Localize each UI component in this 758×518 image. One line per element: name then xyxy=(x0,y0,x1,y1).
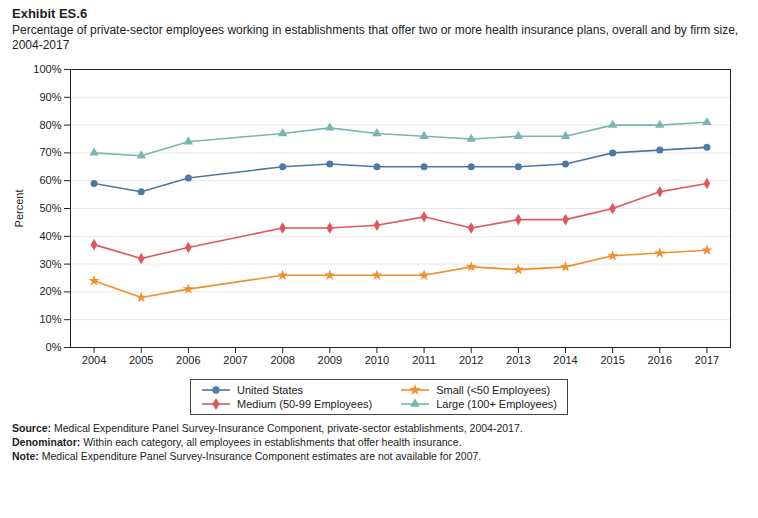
svg-text:40%: 40% xyxy=(39,230,61,242)
svg-text:2015: 2015 xyxy=(600,354,624,366)
svg-text:2012: 2012 xyxy=(459,354,483,366)
svg-text:2016: 2016 xyxy=(648,354,672,366)
svg-text:0%: 0% xyxy=(46,341,62,353)
svg-text:2007: 2007 xyxy=(223,354,247,366)
html-text:Note: Medical Expenditure Pane: Note: Medical Expenditure Panel Survey-I… xyxy=(12,450,482,463)
html-text:Exhibit ES.6: Exhibit ES.6 xyxy=(12,6,88,21)
svg-text:90%: 90% xyxy=(39,91,61,103)
svg-text:20%: 20% xyxy=(39,285,61,297)
html-text:Medium (50-99 Employees): Medium (50-99 Employees) xyxy=(237,398,373,410)
svg-text:2005: 2005 xyxy=(129,354,153,366)
svg-text:50%: 50% xyxy=(39,202,61,214)
html-text:Denominator: Within each categ: Denominator: Within each category, all e… xyxy=(12,436,462,449)
svg-text:2011: 2011 xyxy=(412,354,436,366)
svg-text:100%: 100% xyxy=(33,63,61,75)
html-text:Small (<50 Employees): Small (<50 Employees) xyxy=(436,384,551,396)
svg-text:2009: 2009 xyxy=(318,354,342,366)
svg-text:2014: 2014 xyxy=(553,354,577,366)
svg-text:2010: 2010 xyxy=(365,354,389,366)
svg-text:70%: 70% xyxy=(39,146,61,158)
svg-text:2013: 2013 xyxy=(506,354,530,366)
svg-text:10%: 10% xyxy=(39,313,61,325)
svg-text:Percent: Percent xyxy=(13,190,25,228)
html-text:Percentage of private-sector e: Percentage of private-sector employees w… xyxy=(12,23,739,52)
svg-text:60%: 60% xyxy=(39,174,61,186)
svg-text:2004: 2004 xyxy=(82,354,106,366)
svg-text:2008: 2008 xyxy=(270,354,294,366)
html-text:Large (100+ Employees): Large (100+ Employees) xyxy=(436,398,557,410)
svg-text:2006: 2006 xyxy=(176,354,200,366)
svg-text:80%: 80% xyxy=(39,119,61,131)
svg-text:30%: 30% xyxy=(39,258,61,270)
html-text:Source: Medical Expenditure Pa: Source: Medical Expenditure Panel Survey… xyxy=(12,422,523,434)
html-text:United States: United States xyxy=(237,384,304,396)
svg-text:2017: 2017 xyxy=(695,354,719,366)
